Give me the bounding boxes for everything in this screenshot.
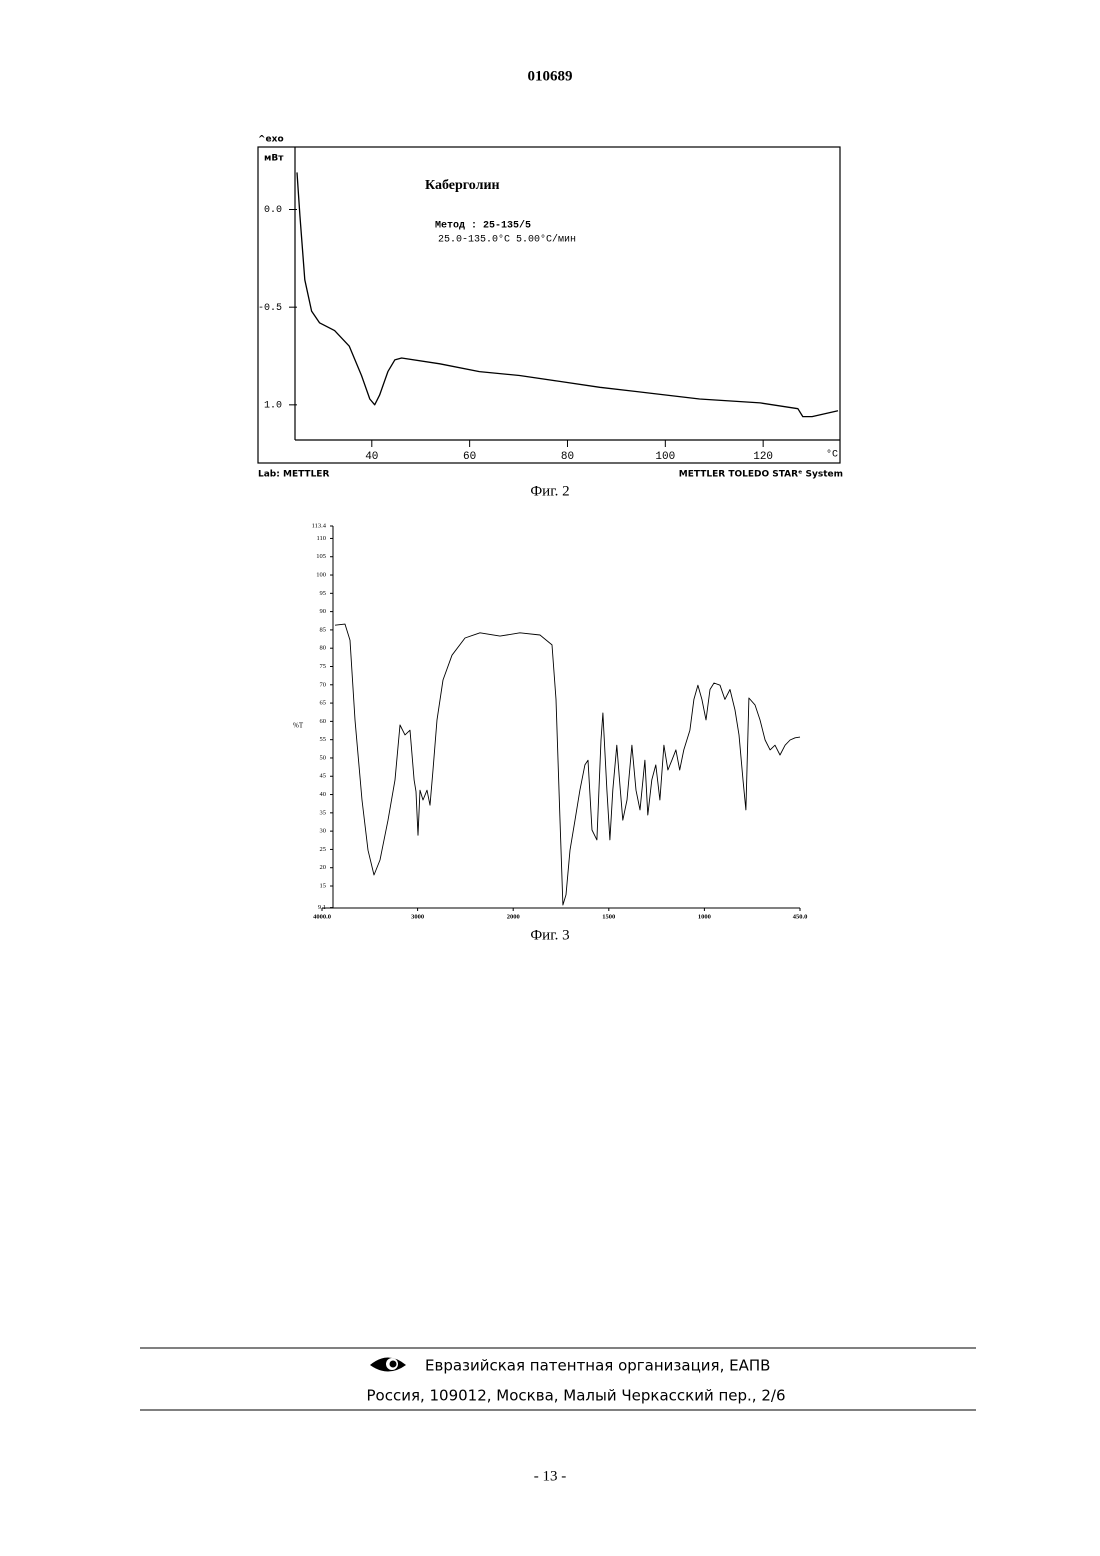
document-number: 010689 — [528, 68, 573, 84]
y-tick-label: 45 — [320, 773, 327, 780]
y-label: %T — [293, 722, 304, 730]
chart-frame — [258, 147, 840, 463]
y-tick-label: 25 — [320, 846, 327, 853]
x-tick-label: 4000.0 — [313, 913, 331, 920]
footer-left: Lab: METTLER — [258, 470, 329, 480]
y-tick-label: 30 — [320, 828, 327, 835]
y-label-top: ^exo — [258, 135, 284, 145]
y-tick-label: -0.5 — [258, 303, 282, 314]
x-label: °C — [826, 449, 838, 461]
y-tick-label: 85 — [320, 626, 327, 633]
x-tick-label: 1000 — [698, 913, 711, 920]
y-tick-label: 0.0 — [264, 205, 282, 216]
y-label: мВт — [264, 154, 284, 164]
x-tick-label: 3000 — [411, 913, 424, 920]
y-tick-label: 95 — [320, 590, 327, 597]
y-tick-label: 110 — [316, 535, 326, 542]
logo — [370, 1358, 406, 1372]
y-tick-label: 1.0 — [264, 400, 282, 411]
y-tick-label: 40 — [320, 791, 327, 798]
chart-title: Каберголин — [425, 178, 500, 193]
y-tick-label: 105 — [316, 553, 326, 560]
page: {"header": {"number": "010689"}, "chart_… — [0, 0, 1100, 1556]
caption: Фиг. 2 — [530, 483, 569, 499]
y-tick-label: 65 — [320, 700, 327, 707]
y-tick-label: 35 — [320, 809, 327, 816]
address: Россия, 109012, Москва, Малый Черкасский… — [366, 1387, 785, 1405]
y-tick-label: 55 — [320, 736, 327, 743]
page-number: - 13 - — [534, 1468, 567, 1484]
y-tick-label: 20 — [320, 864, 327, 871]
conditions: 25.0-135.0°C 5.00°C/мин — [438, 234, 576, 246]
organization: Евразийская патентная организация, ЕАПВ — [425, 1357, 770, 1375]
x-tick-label: 100 — [655, 451, 675, 463]
y-tick-label: 15 — [320, 882, 327, 889]
data-line — [297, 172, 838, 416]
x-tick-label: 80 — [561, 451, 574, 463]
caption: Фиг. 3 — [530, 927, 569, 943]
method: Метод : 25-135/5 — [435, 220, 531, 232]
y-tick-label: 90 — [320, 608, 327, 615]
y-tick-label: 113.4 — [312, 522, 327, 529]
x-tick-label: 40 — [365, 451, 378, 463]
y-tick-label: 50 — [320, 754, 327, 761]
x-tick-label: 2000 — [507, 913, 520, 920]
x-tick-label: 450.0 — [793, 913, 808, 920]
y-tick-label: 60 — [320, 718, 327, 725]
x-tick-label: 60 — [463, 451, 476, 463]
y-tick-label: 70 — [320, 681, 327, 688]
document: 010689 ^exo мВт Каберголин Метод : 25-13… — [0, 0, 1100, 1556]
x-tick-label: 120 — [753, 451, 773, 463]
x-tick-label: 1500 — [602, 913, 615, 920]
y-tick-label: 100 — [316, 572, 326, 579]
y-tick-label: 75 — [320, 663, 327, 670]
data-line — [335, 624, 800, 905]
footer-right: METTLER TOLEDO STARᵉ System — [679, 470, 843, 480]
y-tick-label: 80 — [320, 645, 327, 652]
